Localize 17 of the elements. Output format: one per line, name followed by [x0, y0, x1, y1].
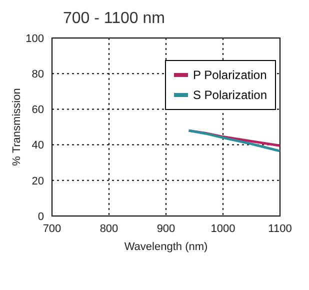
chart-title: 700 - 1100 nm — [63, 10, 165, 28]
legend-label: S Polarization — [192, 87, 267, 104]
y-tick-label: 80 — [32, 68, 44, 81]
x-tick-label: 700 — [42, 222, 62, 235]
line-series — [188, 129, 280, 152]
x-tick-label: 1100 — [268, 222, 292, 235]
y-tick-label: 0 — [38, 210, 44, 223]
x-tick-label: 800 — [100, 222, 118, 235]
x-tick-label: 900 — [156, 222, 176, 235]
legend-label: P Polarization — [192, 67, 267, 84]
y-tick-label: 40 — [32, 140, 44, 152]
y-tick-label: 20 — [32, 175, 44, 188]
y-tick-label: 100 — [26, 32, 44, 45]
y-axis-title: % Transmission — [10, 88, 23, 166]
y-tick-label: 60 — [32, 104, 44, 116]
x-tick-label: 1000 — [210, 222, 236, 235]
x-axis-title: Wavelength (nm) — [124, 241, 208, 253]
